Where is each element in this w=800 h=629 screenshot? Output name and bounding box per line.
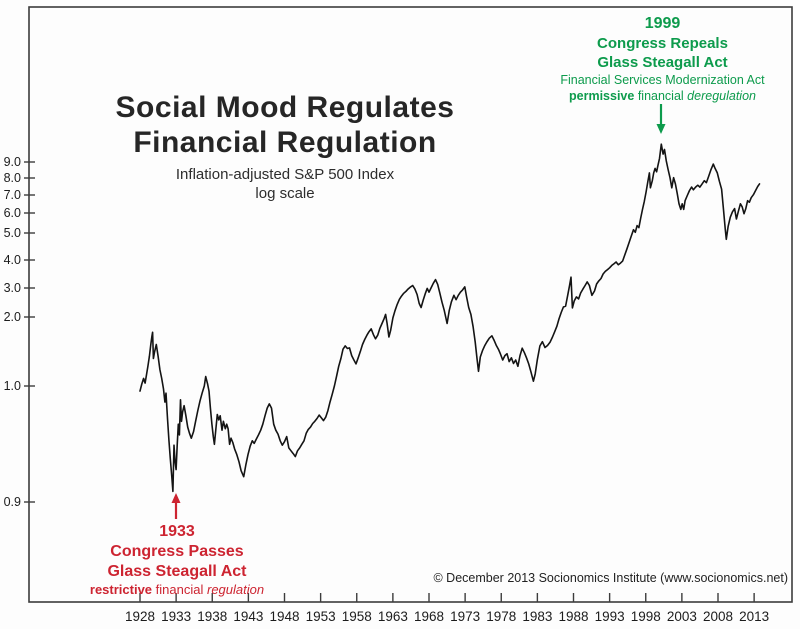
y-tick-label: 4.0 — [4, 253, 21, 267]
x-tick-label: 1948 — [269, 609, 299, 624]
x-tick-label: 1978 — [486, 609, 516, 624]
arrow-1933-head — [171, 493, 181, 503]
x-tick-label: 1963 — [378, 609, 408, 624]
y-tick-label: 2.0 — [4, 310, 21, 324]
middle-word: financial — [637, 89, 684, 103]
y-tick-label: 6.0 — [4, 206, 21, 220]
annotation-1999-line4: permissive financial deregulation — [520, 88, 800, 104]
x-tick-label: 1933 — [161, 609, 191, 624]
x-tick-label: 2013 — [739, 609, 769, 624]
y-tick-label: 5.0 — [4, 226, 21, 240]
x-tick-label: 2003 — [667, 609, 697, 624]
y-tick-label: 3.0 — [4, 281, 21, 295]
x-tick-label: 1993 — [595, 609, 625, 624]
chart-subtitle: Inflation-adjusted S&P 500 Index — [175, 166, 395, 183]
y-tick-label: 0.9 — [4, 495, 21, 509]
x-tick-label: 1998 — [631, 609, 661, 624]
annotation-1999-line3: Financial Services Modernization Act — [560, 73, 765, 87]
annotation-1999-repeal: 1999 Congress Repeals Glass Steagall Act… — [520, 14, 800, 104]
emphasis-word: restrictive — [89, 582, 153, 597]
italic-word: deregulation — [687, 89, 756, 103]
copyright-notice: © December 2013 Socionomics Institute (w… — [433, 571, 789, 585]
page-title-line1: Social Mood Regulates — [115, 91, 455, 124]
annotation-1933-passage: 1933 Congress Passes Glass Steagall Act … — [62, 522, 292, 598]
y-tick-label: 7.0 — [4, 188, 21, 202]
sp500-line — [139, 143, 761, 493]
arrow-1999-head — [656, 124, 666, 134]
middle-word: financial — [155, 582, 204, 597]
x-tick-label: 1983 — [522, 609, 552, 624]
annotation-1933-line3: restrictive financial regulation — [62, 582, 292, 598]
x-tick-label: 1973 — [450, 609, 480, 624]
annotation-1933-year: 1933 — [159, 523, 195, 540]
x-tick-label: 1958 — [342, 609, 372, 624]
x-tick-label: 2008 — [703, 609, 733, 624]
x-tick-label: 1928 — [125, 609, 155, 624]
emphasis-word: permissive — [569, 89, 635, 103]
x-tick-label: 1943 — [233, 609, 263, 624]
x-tick-label: 1988 — [558, 609, 588, 624]
annotation-1933-line2: Glass Steagall Act — [107, 563, 247, 580]
y-tick-label: 9.0 — [4, 155, 21, 169]
annotation-1933-line1: Congress Passes — [110, 543, 244, 560]
x-tick-label: 1953 — [306, 609, 336, 624]
annotation-1999-line2: Glass Steagall Act — [597, 54, 728, 71]
log-scale-note: log scale — [255, 185, 315, 202]
x-tick-label: 1968 — [414, 609, 444, 624]
plot-frame — [28, 6, 793, 603]
page-title-line2: Financial Regulation — [133, 126, 437, 159]
y-tick-label: 1.0 — [4, 379, 21, 393]
y-tick-label: 8.0 — [4, 171, 21, 185]
x-tick-label: 1938 — [197, 609, 227, 624]
italic-word: regulation — [207, 582, 265, 597]
annotation-1999-year: 1999 — [644, 15, 681, 32]
title-block: Social Mood Regulates Financial Regulati… — [70, 90, 500, 203]
annotation-1999-line1: Congress Repeals — [597, 35, 728, 52]
